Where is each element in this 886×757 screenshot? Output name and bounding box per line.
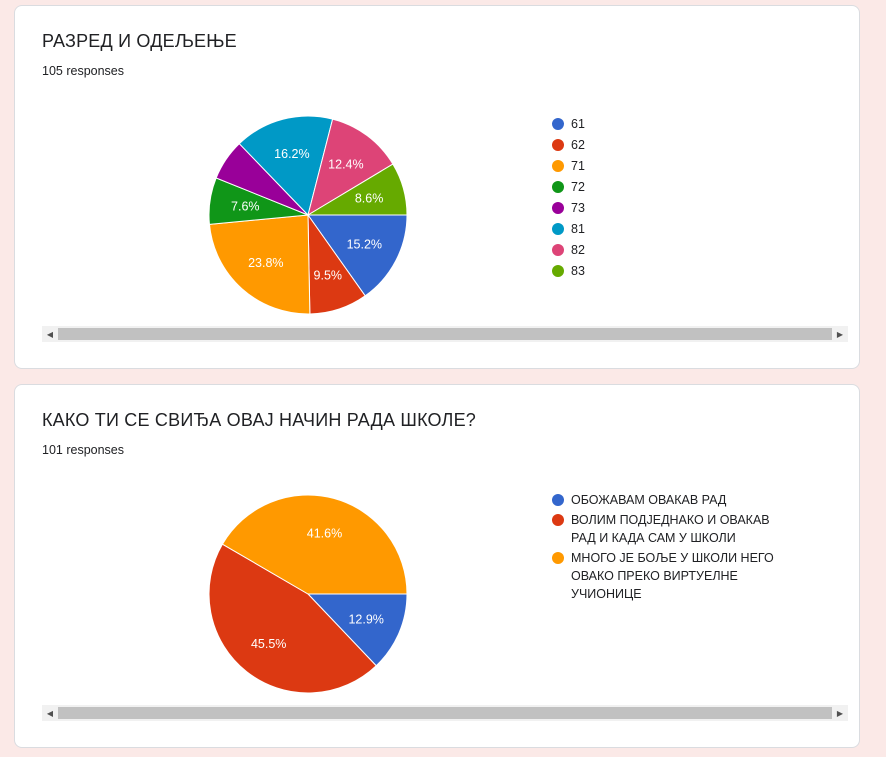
slice-data-label: 8.6% <box>355 192 384 206</box>
legend-item[interactable]: 73 <box>552 199 585 220</box>
pie-slice-волим-подједнако-и-овакав-рад-и-када-сам-у-школи[interactable] <box>208 543 377 694</box>
legend-label: 83 <box>571 264 585 278</box>
legend-label: 81 <box>571 222 585 236</box>
legend-label: 73 <box>571 201 585 215</box>
pie-slice-много-је-боље-у-школи-него-овако-преко-виртуелне-учионице[interactable] <box>221 494 408 595</box>
chart-legend: 61 62 71 72 73 81 82 83 <box>552 115 585 283</box>
scroll-right-arrow-icon[interactable]: ▶ <box>836 329 844 339</box>
legend-item[interactable]: ВОЛИМ ПОДЈЕДНАКО И ОВАКАВ РАД И КАДА САМ… <box>552 511 797 547</box>
pie-slice-71[interactable] <box>208 214 311 315</box>
slice-data-label: 45.5% <box>251 637 286 651</box>
pie-slice-81[interactable] <box>238 115 334 216</box>
slice-data-label: 9.5% <box>314 269 343 283</box>
scroll-right-arrow-icon[interactable]: ▶ <box>836 708 844 718</box>
legend-swatch-icon <box>552 202 564 214</box>
slice-data-label: 12.4% <box>328 158 363 172</box>
slice-data-label: 16.2% <box>274 147 309 161</box>
legend-item[interactable]: 82 <box>552 241 585 262</box>
legend-swatch-icon <box>552 139 564 151</box>
legend-label: 71 <box>571 159 585 173</box>
legend-swatch-icon <box>552 118 564 130</box>
slice-data-label: 23.8% <box>248 256 283 270</box>
legend-label: 72 <box>571 180 585 194</box>
legend-label: ВОЛИМ ПОДЈЕДНАКО И ОВАКАВ РАД И КАДА САМ… <box>571 513 770 545</box>
slice-data-label: 41.6% <box>307 526 342 540</box>
legend-swatch-icon <box>552 514 564 526</box>
pie-chart: 12.9% 45.5% 41.6% <box>208 494 408 694</box>
pie-slice-82[interactable] <box>307 118 394 217</box>
pie-chart: 15.2% 9.5% 23.8% 7.6% 16.2% 12.4% 8.6% <box>208 115 408 315</box>
legend-swatch-icon <box>552 494 564 506</box>
legend-item[interactable]: 72 <box>552 178 585 199</box>
legend-swatch-icon <box>552 223 564 235</box>
scroll-thumb[interactable] <box>58 707 832 719</box>
chart-legend: ОБОЖАВАМ ОВАКАВ РАД ВОЛИМ ПОДЈЕДНАКО И ОВ… <box>552 491 797 605</box>
horizontal-scrollbar[interactable]: ◀ ▶ <box>42 326 848 342</box>
pie-slice-61[interactable] <box>307 214 408 297</box>
legend-swatch-icon <box>552 160 564 172</box>
legend-item[interactable]: 83 <box>552 262 585 283</box>
response-count: 101 responses <box>42 443 125 457</box>
scroll-thumb[interactable] <box>58 328 832 340</box>
legend-swatch-icon <box>552 265 564 277</box>
legend-item[interactable]: 81 <box>552 220 585 241</box>
legend-label: 61 <box>571 117 585 131</box>
legend-item[interactable]: 61 <box>552 115 585 136</box>
legend-label: 82 <box>571 243 585 257</box>
chart-card-opinion: КАКО ТИ СЕ СВИЂА ОВАЈ НАЧИН РАДА ШКОЛЕ? … <box>14 384 860 748</box>
legend-label: 62 <box>571 138 585 152</box>
slice-data-label: 7.6% <box>231 199 260 213</box>
legend-item[interactable]: ОБОЖАВАМ ОВАКАВ РАД <box>552 491 797 509</box>
legend-swatch-icon <box>552 244 564 256</box>
response-count: 105 responses <box>42 64 125 78</box>
slice-data-label: 15.2% <box>347 238 382 252</box>
pie-slice-83[interactable] <box>306 163 408 216</box>
legend-label: ОБОЖАВАМ ОВАКАВ РАД <box>571 493 727 507</box>
scroll-left-arrow-icon[interactable]: ◀ <box>46 329 54 339</box>
slice-data-label: 12.9% <box>348 613 383 627</box>
legend-swatch-icon <box>552 181 564 193</box>
pie-slice-обожавам-овакав-рад[interactable] <box>306 593 408 667</box>
card-title: РАЗРЕД И ОДЕЉЕЊЕ <box>42 31 237 51</box>
scroll-left-arrow-icon[interactable]: ◀ <box>46 708 54 718</box>
legend-label: МНОГО ЈЕ БОЉЕ У ШКОЛИ НЕГО ОВАКО ПРЕКО В… <box>571 551 774 601</box>
legend-swatch-icon <box>552 552 564 564</box>
card-title: КАКО ТИ СЕ СВИЂА ОВАЈ НАЧИН РАДА ШКОЛЕ? <box>42 410 476 430</box>
horizontal-scrollbar[interactable]: ◀ ▶ <box>42 705 848 721</box>
legend-item[interactable]: 62 <box>552 136 585 157</box>
legend-item[interactable]: 71 <box>552 157 585 178</box>
chart-card-grade: РАЗРЕД И ОДЕЉЕЊЕ 105 responses 15.2% 9.5%… <box>14 5 860 369</box>
legend-item[interactable]: МНОГО ЈЕ БОЉЕ У ШКОЛИ НЕГО ОВАКО ПРЕКО В… <box>552 549 797 603</box>
